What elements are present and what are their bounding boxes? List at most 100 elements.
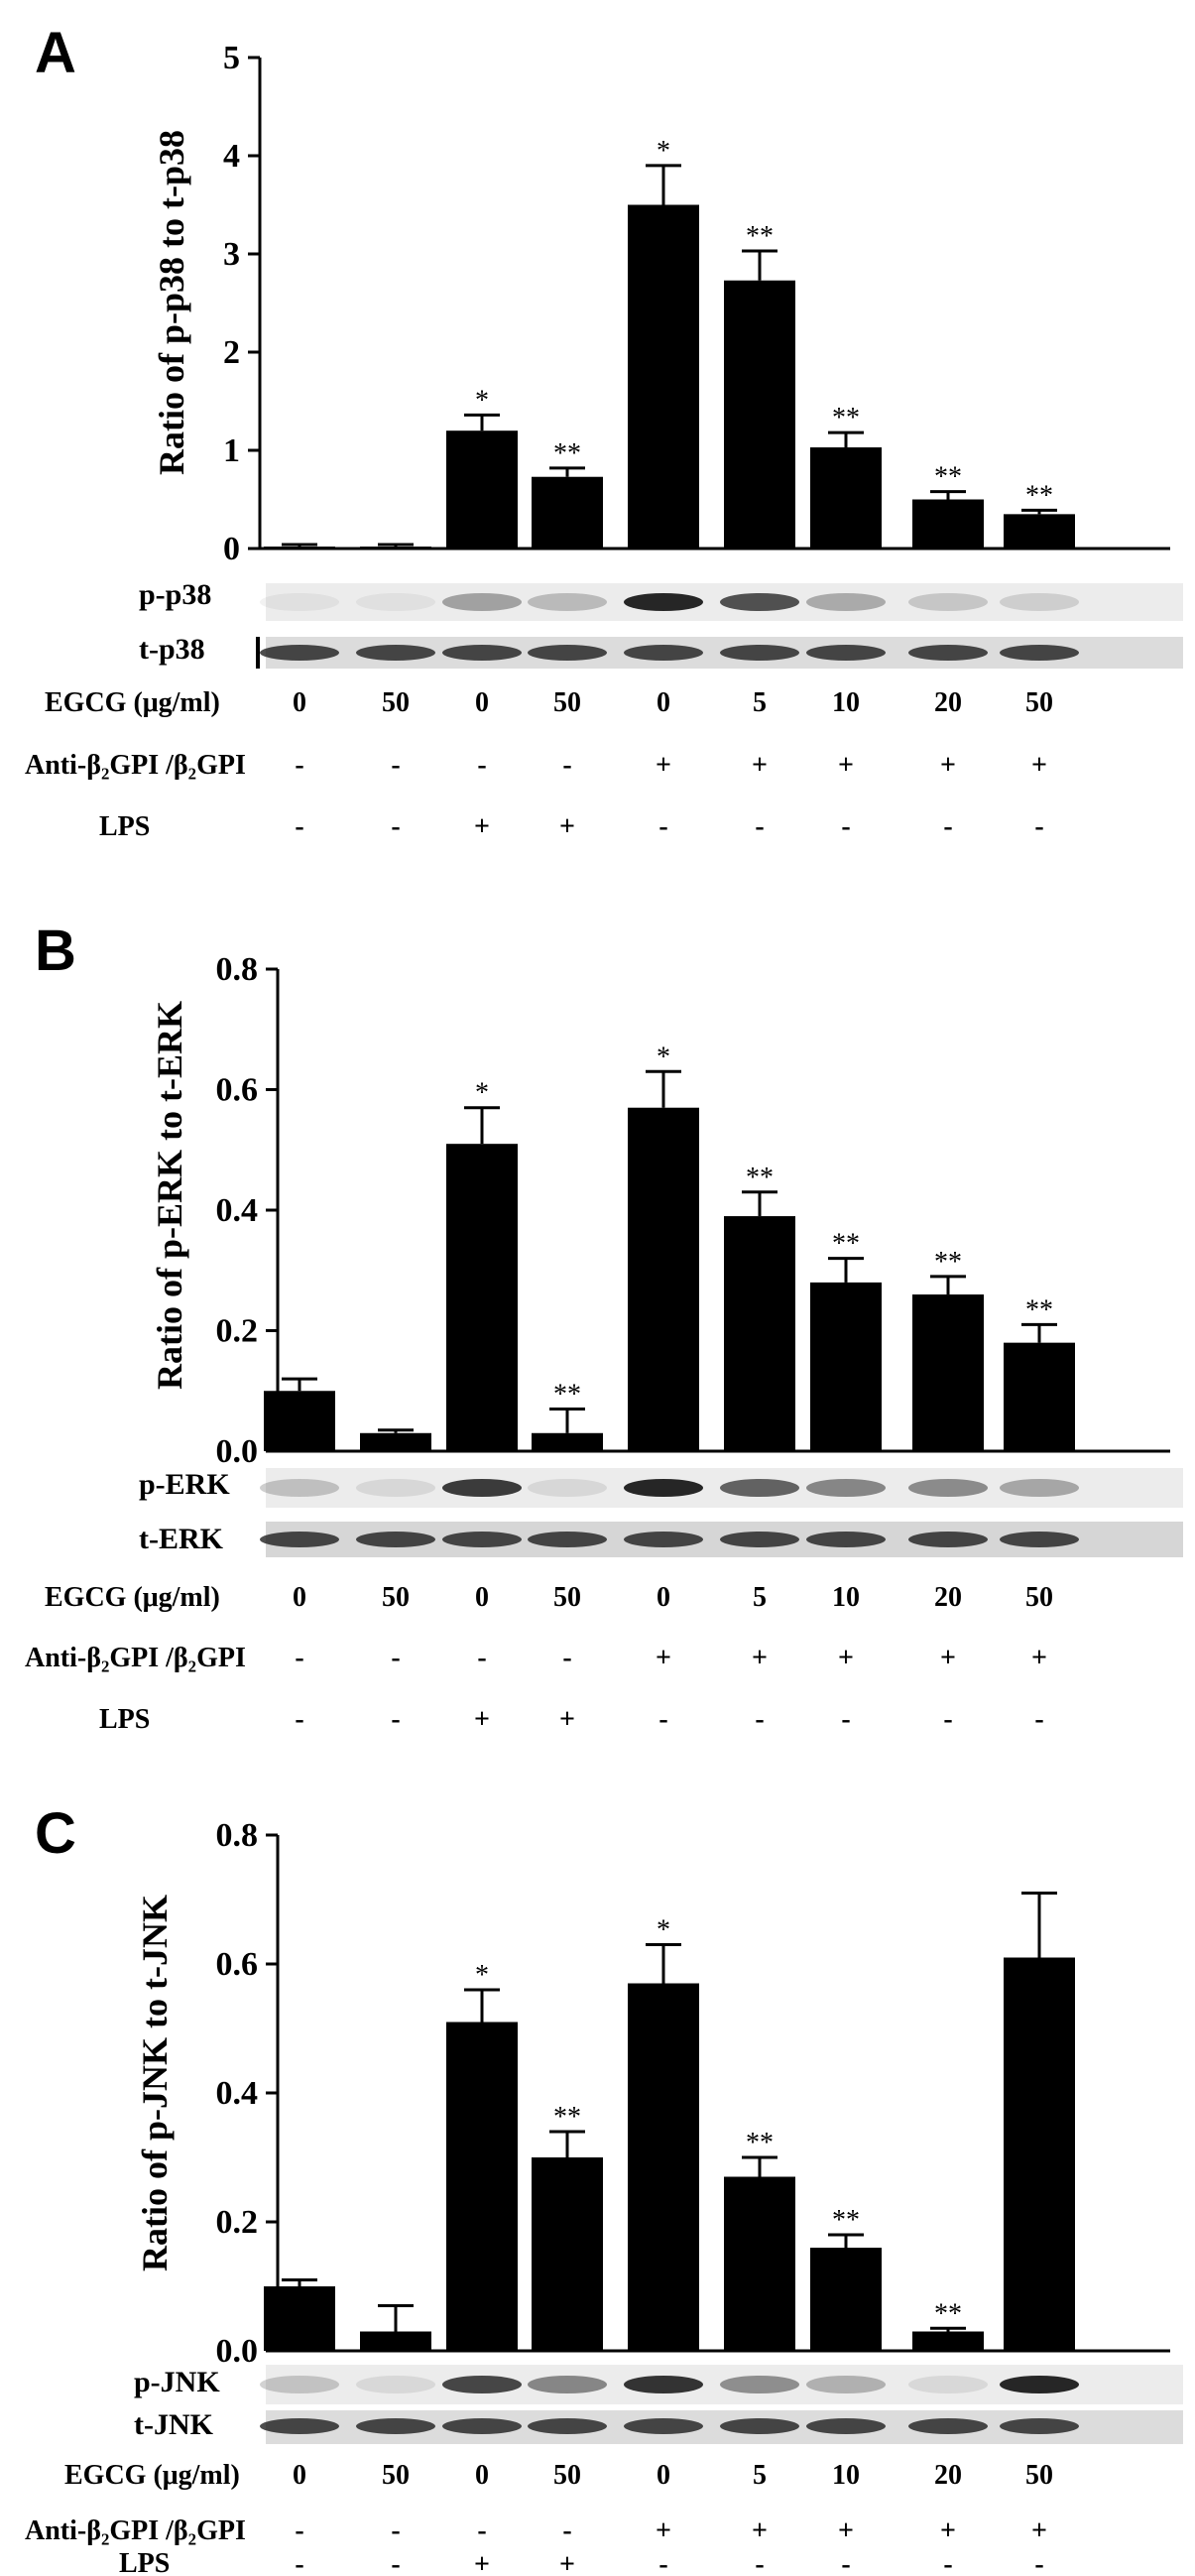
anti-value: -	[477, 1643, 487, 1673]
y-tick-label: 1	[223, 432, 240, 469]
significance-mark: *	[657, 136, 670, 167]
y-tick-label: 0	[223, 531, 240, 567]
y-tick-label: 3	[223, 236, 240, 273]
bar	[264, 2286, 335, 2351]
band-label-t-p38: t-p38	[139, 633, 205, 666]
egcg-value: 50	[382, 687, 410, 718]
y-axis-label: Ratio of p-ERK to t-ERK	[150, 1001, 189, 1390]
egcg-value: 0	[293, 1582, 306, 1613]
y-tick-label: 0.8	[216, 1817, 259, 1854]
total-band	[1000, 645, 1079, 661]
anti-label-b: Anti-β₂GPI /β₂GPI	[25, 1643, 246, 1673]
anti-value: +	[1031, 1643, 1047, 1673]
egcg-value: 50	[1025, 1582, 1053, 1613]
significance-mark: **	[746, 221, 774, 252]
egcg-value: 50	[382, 2460, 410, 2491]
blot-strip-b	[260, 1468, 1183, 1557]
t-p38-marker	[256, 637, 260, 669]
egcg-value: 5	[753, 1582, 767, 1613]
y-tick-label: 0.2	[216, 2204, 259, 2241]
anti-value: -	[295, 1643, 304, 1673]
y-tick-label: 5	[223, 40, 240, 76]
egcg-value: 5	[753, 2460, 767, 2491]
anti-value: +	[1031, 750, 1047, 781]
total-band	[260, 2418, 339, 2434]
phospho-band	[528, 2376, 607, 2393]
egcg-value: 50	[553, 1582, 581, 1613]
total-band	[806, 1532, 886, 1547]
total-band	[720, 645, 799, 661]
y-tick-label: 4	[223, 138, 240, 175]
phospho-band	[806, 2376, 886, 2393]
significance-mark: **	[746, 2128, 774, 2158]
bar	[446, 430, 518, 549]
bar	[912, 2331, 984, 2351]
lps-value: -	[841, 1704, 851, 1735]
egcg-value: 0	[475, 687, 489, 718]
phospho-band	[260, 1479, 339, 1497]
phospho-band	[908, 2376, 988, 2393]
egcg-value: 0	[475, 2460, 489, 2491]
lps-value: -	[943, 2549, 953, 2576]
lps-value: -	[755, 1704, 765, 1735]
bar	[264, 1391, 335, 1451]
lps-value: -	[391, 2549, 401, 2576]
anti-value: +	[656, 1643, 671, 1673]
bar	[1004, 1342, 1075, 1451]
y-tick-label: 0.8	[216, 951, 259, 988]
lps-value: -	[841, 2549, 851, 2576]
egcg-label-b: EGCG (μg/ml)	[45, 1582, 220, 1613]
significance-mark: **	[1025, 480, 1053, 511]
egcg-value: 20	[934, 687, 962, 718]
phospho-band	[356, 2376, 435, 2393]
anti-value: +	[752, 2515, 768, 2546]
significance-mark: **	[1025, 1294, 1053, 1325]
lps-value: +	[474, 811, 490, 842]
blot-strip-a	[256, 583, 1183, 669]
anti-value: +	[940, 1643, 956, 1673]
anti-value: -	[562, 1643, 572, 1673]
significance-mark: **	[934, 1247, 962, 1278]
bar	[264, 547, 335, 550]
bar	[446, 2022, 518, 2351]
bar	[532, 1432, 603, 1451]
lps-value: -	[755, 2549, 765, 2576]
bar	[360, 1432, 431, 1451]
band-label-t-jnk: t-JNK	[134, 2408, 213, 2441]
egcg-value: 5	[753, 687, 767, 718]
bar	[1004, 514, 1075, 549]
bar	[628, 1983, 699, 2351]
y-tick-label: 0.6	[216, 1946, 259, 1983]
total-band	[806, 2418, 886, 2434]
anti-value: -	[391, 2515, 401, 2546]
phospho-band	[908, 1479, 988, 1497]
band-label-p-jnk: p-JNK	[134, 2366, 220, 2398]
phospho-band	[1000, 593, 1079, 611]
panel-letter-a: A	[35, 21, 76, 85]
lps-value: -	[943, 1704, 953, 1735]
bar	[724, 280, 795, 549]
bar	[810, 2248, 882, 2351]
phospho-band	[260, 2376, 339, 2393]
total-band	[806, 645, 886, 661]
anti-value: +	[1031, 2515, 1047, 2546]
bar	[724, 2176, 795, 2351]
lps-value: +	[559, 2549, 575, 2576]
phospho-band	[356, 1479, 435, 1497]
total-band	[260, 645, 339, 661]
band-label-p-erk: p-ERK	[139, 1468, 230, 1501]
lps-value: -	[1034, 2549, 1044, 2576]
significance-mark: **	[553, 2102, 581, 2133]
y-axis-label: Ratio of p-JNK to t-JNK	[135, 1895, 175, 2271]
egcg-value: 0	[475, 1582, 489, 1613]
total-band	[260, 1532, 339, 1547]
bar	[1004, 1957, 1075, 2351]
bar	[628, 1107, 699, 1451]
lps-label-a: LPS	[99, 811, 151, 842]
y-tick-label: 0.0	[216, 1433, 259, 1470]
phospho-band	[806, 1479, 886, 1497]
lps-value: -	[295, 811, 304, 842]
significance-mark: **	[553, 1379, 581, 1410]
bar	[810, 1282, 882, 1451]
